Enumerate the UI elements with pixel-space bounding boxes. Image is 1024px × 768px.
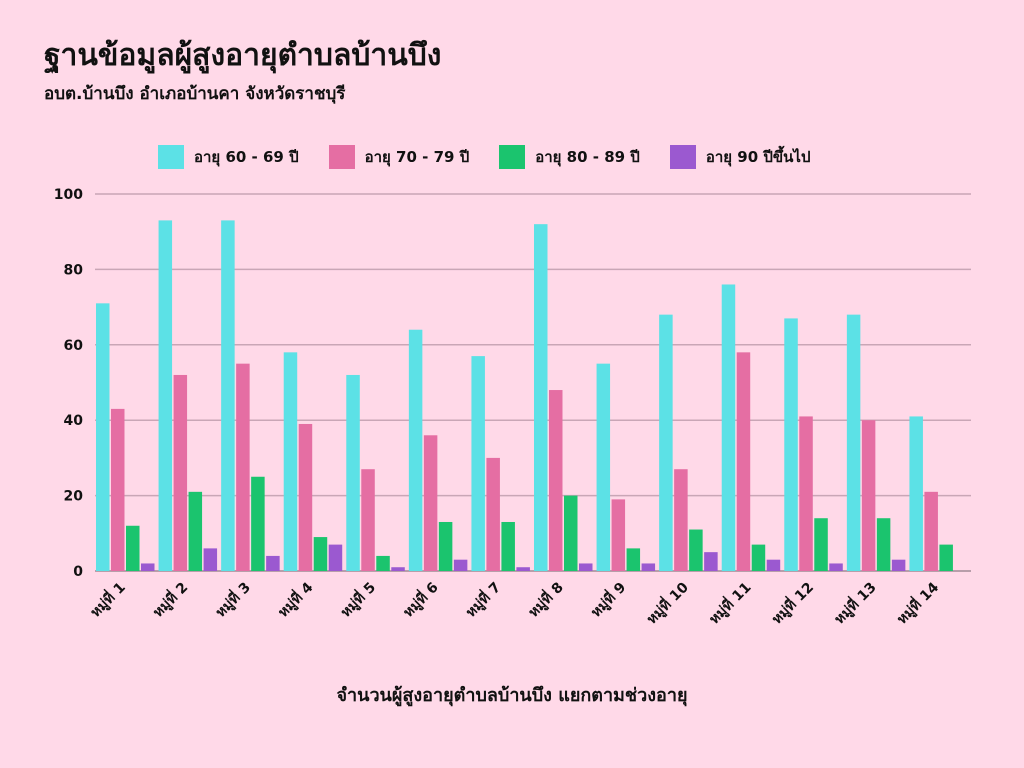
bar — [283, 352, 298, 571]
bar — [891, 559, 906, 571]
bar — [173, 374, 188, 571]
legend-label: อายุ 70 - 79 ปี — [364, 148, 470, 166]
x-tick-label: หมู่ที่ 3 — [211, 577, 254, 620]
x-axis-label: จำนวนผู้สูงอายุตำบลบ้านบึง แยกตามช่วงอาย… — [336, 685, 688, 706]
bar — [766, 559, 781, 571]
bar — [361, 469, 375, 571]
bar — [736, 352, 751, 571]
bar — [721, 284, 736, 571]
bar — [328, 544, 343, 571]
y-tick-label: 0 — [73, 564, 83, 580]
chart-subtitle: อบต.บ้านบึง อำเภอบ้านคา จังหวัดราชบุรี — [44, 84, 346, 104]
bar — [596, 363, 611, 571]
bar — [564, 495, 578, 571]
bar — [611, 499, 626, 571]
legend-swatch — [669, 145, 696, 169]
x-tick-label: หมู่ที่ 12 — [767, 577, 817, 627]
x-tick-label: หมู่ที่ 10 — [642, 577, 692, 627]
legend-item: อายุ 60 - 69 ปี — [158, 145, 299, 169]
y-tick-label: 40 — [64, 413, 84, 429]
bar — [453, 559, 468, 571]
chart-title: ฐานข้อมูลผู้สูงอายุตำบลบ้านบึง — [44, 38, 442, 73]
bar — [626, 548, 641, 571]
bar — [408, 329, 423, 571]
bar — [96, 303, 110, 571]
legend-swatch — [158, 145, 184, 169]
x-tick-label: หมู่ที่ 8 — [523, 577, 566, 620]
x-tick-label: หมู่ที่ 2 — [148, 577, 191, 620]
bar — [221, 220, 235, 571]
legend-swatch — [328, 145, 355, 169]
bar — [188, 491, 203, 571]
x-tick-label: หมู่ที่ 9 — [586, 577, 629, 620]
bar — [814, 518, 828, 571]
y-tick-label: 80 — [64, 262, 84, 278]
bar — [126, 525, 140, 571]
bar — [298, 423, 313, 571]
bar — [313, 537, 328, 571]
bar — [784, 318, 798, 571]
bar — [376, 555, 390, 571]
legend-item: อายุ 80 - 89 ปี — [499, 145, 640, 169]
legend-item: อายุ 70 - 79 ปี — [328, 145, 470, 169]
bar — [141, 563, 155, 571]
bar — [829, 563, 843, 571]
bar — [423, 435, 438, 571]
bar — [861, 420, 876, 571]
bar — [674, 469, 688, 571]
bar — [438, 521, 453, 571]
bar — [924, 491, 938, 571]
x-tick-label: หมู่ที่ 4 — [273, 577, 317, 621]
x-tick-label: หมู่ที่ 6 — [398, 577, 441, 620]
bar — [689, 529, 703, 571]
bar — [641, 563, 656, 571]
bar — [516, 567, 530, 571]
bar — [111, 408, 125, 571]
bar — [471, 356, 485, 571]
y-tick-label: 100 — [54, 187, 83, 203]
x-tick-label: หมู่ที่ 11 — [704, 577, 754, 627]
legend-label: อายุ 80 - 89 ปี — [535, 148, 640, 166]
bar — [846, 314, 861, 571]
legend-item: อายุ 90 ปีขึ้นไป — [669, 145, 811, 169]
bar — [251, 476, 265, 571]
legend: อายุ 60 - 69 ปี อายุ 70 - 79 ปี อายุ 80 … — [158, 145, 810, 169]
x-tick-label: หมู่ที่ 1 — [85, 577, 128, 620]
x-tick-label: หมู่ที่ 7 — [461, 577, 504, 620]
bar — [549, 390, 563, 571]
bar — [158, 220, 173, 571]
bar — [751, 544, 766, 571]
legend-label: อายุ 60 - 69 ปี — [194, 148, 299, 166]
bar — [799, 416, 813, 571]
bar — [501, 521, 515, 571]
bar — [391, 567, 405, 571]
y-tick-label: 60 — [64, 338, 84, 354]
legend-label: อายุ 90 ปีขึ้นไป — [705, 148, 811, 166]
bar — [909, 416, 923, 571]
bar — [534, 224, 548, 571]
y-tick-label: 20 — [64, 489, 84, 505]
bar — [486, 457, 500, 571]
x-tick-label: หมู่ที่ 5 — [336, 577, 379, 620]
bar — [346, 374, 360, 571]
bar — [236, 363, 250, 571]
bar — [203, 548, 218, 571]
bar — [876, 518, 891, 571]
bar — [659, 314, 673, 571]
bar — [579, 563, 593, 571]
bar — [939, 544, 953, 571]
legend-swatch — [499, 145, 526, 169]
bar — [266, 555, 280, 571]
x-tick-label: หมู่ที่ 14 — [892, 577, 942, 627]
x-tick-label: หมู่ที่ 13 — [829, 577, 879, 627]
bar — [704, 552, 718, 571]
